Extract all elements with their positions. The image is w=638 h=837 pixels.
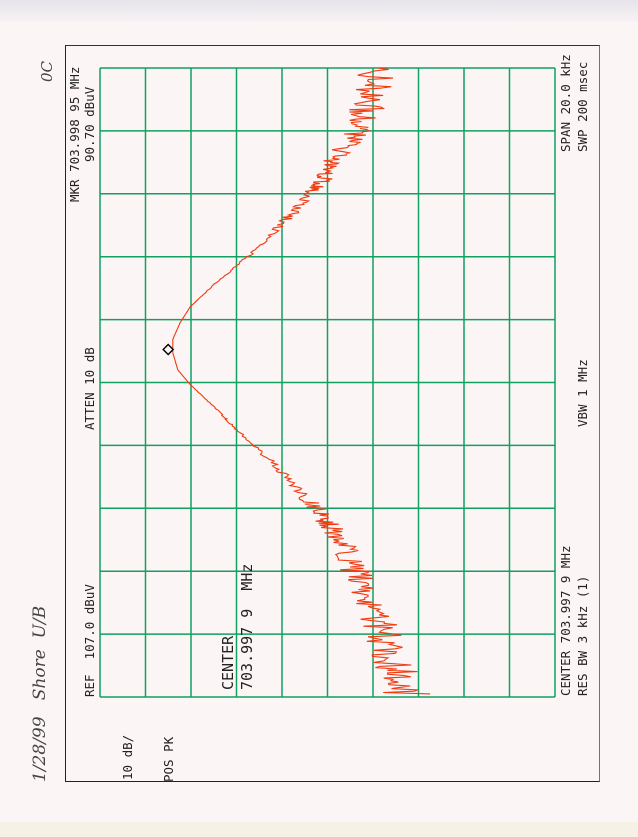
- center-value: 703.997 9 MHz: [238, 563, 256, 690]
- attenuation: ATTEN 10 dB: [82, 347, 97, 430]
- plot-frame: [65, 45, 600, 782]
- scan-top-edge: [0, 0, 638, 22]
- grid: [99, 67, 556, 698]
- handwritten-note: 1/28/99 Shore U/B: [30, 605, 50, 782]
- detector-mode: POS PK: [161, 736, 176, 782]
- center-label: CENTER: [219, 635, 237, 690]
- handwritten-corner-note: 0C: [38, 60, 56, 82]
- sweep-time: SWP 200 msec: [575, 61, 590, 152]
- scan-bottom-edge: [0, 822, 638, 837]
- trace-line: [172, 67, 431, 695]
- marker-level: 90.70 dBuV: [82, 86, 97, 162]
- marker-diamond: [162, 343, 175, 356]
- center-frequency: CENTER 703.997 9 MHz: [558, 545, 573, 696]
- resolution-bandwidth: RES BW 3 kHz (1): [575, 575, 590, 696]
- scale-per-division: 10 dB/: [120, 734, 135, 780]
- marker-frequency: MKR 703.998 95 MHz: [67, 66, 82, 202]
- video-bandwidth: VBW 1 MHz: [575, 359, 590, 427]
- span: SPAN 20.0 kHz: [558, 54, 573, 152]
- reference-level: REF 107.0 dBuV: [82, 584, 97, 697]
